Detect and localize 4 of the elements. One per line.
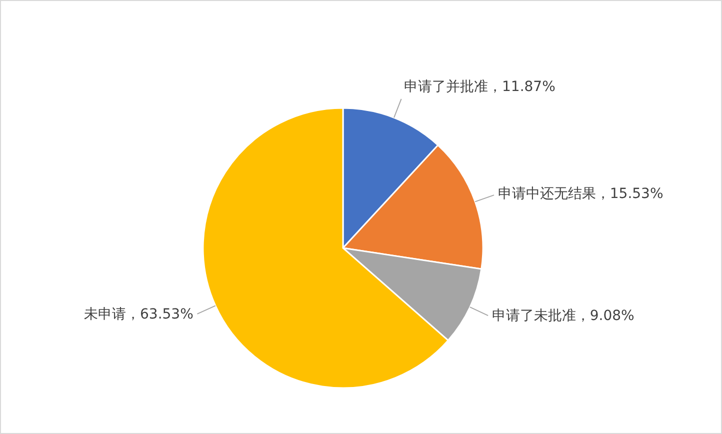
slice-label: 申请了并批准，11.87% — [404, 78, 556, 95]
slice-label: 申请中还无结果，15.53% — [498, 186, 664, 202]
slice-label: 未申请，63.53% — [84, 306, 194, 323]
slice-label: 申请了未批准，9.08% — [492, 308, 634, 324]
